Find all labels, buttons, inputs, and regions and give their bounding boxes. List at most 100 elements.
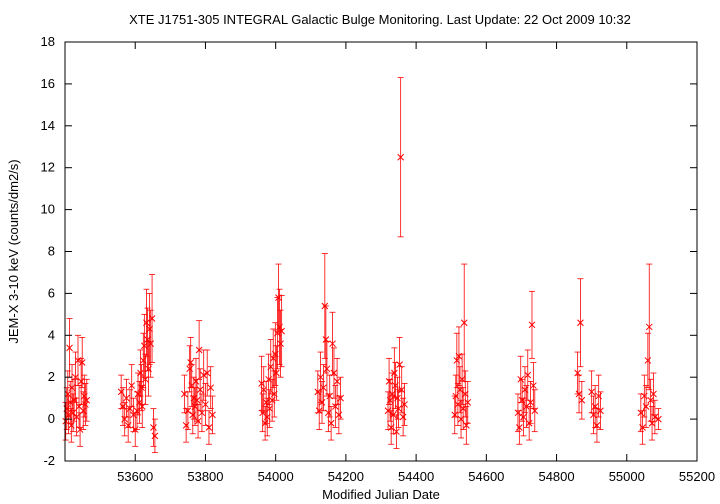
data-point xyxy=(142,353,149,405)
y-tick-label: 12 xyxy=(41,160,55,175)
point-marker xyxy=(83,396,91,404)
data-point xyxy=(527,380,534,424)
point-marker xyxy=(150,424,157,431)
point-marker xyxy=(524,371,532,379)
data-point xyxy=(455,326,463,386)
data-point xyxy=(322,305,330,374)
data-point xyxy=(194,404,202,439)
data-point xyxy=(524,349,532,401)
point-marker xyxy=(315,407,323,415)
data-point xyxy=(464,380,472,424)
data-point xyxy=(209,395,216,435)
data-point xyxy=(327,406,335,441)
data-point xyxy=(393,414,400,449)
data-point xyxy=(83,378,91,422)
point-marker xyxy=(515,424,523,431)
point-marker xyxy=(401,401,408,408)
data-point xyxy=(451,395,459,435)
point-marker xyxy=(337,394,344,402)
data-point xyxy=(639,410,646,445)
data-point xyxy=(76,412,84,447)
data-point xyxy=(260,366,268,414)
data-point xyxy=(150,408,157,447)
y-tick-label: 0 xyxy=(48,411,55,426)
data-point xyxy=(655,408,662,430)
point-marker xyxy=(278,327,285,335)
point-marker xyxy=(72,373,79,381)
x-tick-label: 55000 xyxy=(609,469,645,484)
data-point xyxy=(147,309,155,378)
point-marker xyxy=(461,390,469,398)
data-layer xyxy=(62,77,662,454)
data-point xyxy=(398,366,406,414)
point-marker xyxy=(396,361,403,368)
data-point xyxy=(650,372,657,416)
point-marker xyxy=(577,319,584,327)
data-point xyxy=(207,366,215,410)
point-marker xyxy=(327,419,335,427)
data-point xyxy=(390,347,398,399)
y-tick-label: 18 xyxy=(41,34,55,49)
y-tick-label: 2 xyxy=(48,369,55,384)
point-marker xyxy=(593,422,601,429)
x-axis: 53600 53800 54000 54200 54400 54600 54800 55000… xyxy=(117,42,715,484)
data-point xyxy=(515,410,523,445)
point-marker xyxy=(397,153,405,161)
point-marker xyxy=(329,340,336,348)
point-marker xyxy=(530,382,537,389)
point-marker xyxy=(194,417,202,425)
data-point xyxy=(395,389,402,428)
point-marker xyxy=(262,398,270,406)
data-point xyxy=(394,376,401,420)
data-point xyxy=(597,391,604,430)
plot-frame xyxy=(64,41,698,462)
point-marker xyxy=(591,403,599,410)
data-point xyxy=(651,399,659,435)
point-marker xyxy=(464,398,472,406)
point-marker xyxy=(205,424,213,431)
data-point xyxy=(323,341,331,397)
point-marker xyxy=(200,371,208,379)
data-point xyxy=(82,383,89,426)
point-marker xyxy=(209,411,216,419)
data-point xyxy=(73,397,80,437)
x-tick-label: 54000 xyxy=(258,469,294,484)
data-point xyxy=(642,385,650,428)
point-marker xyxy=(645,323,653,331)
point-marker xyxy=(277,340,284,348)
point-marker xyxy=(323,365,331,373)
data-point xyxy=(520,397,527,437)
data-point xyxy=(645,263,653,391)
y-tick-label: 8 xyxy=(48,244,55,259)
point-marker xyxy=(597,407,604,415)
data-point xyxy=(273,345,280,401)
data-point xyxy=(72,351,79,403)
point-marker xyxy=(133,407,141,415)
point-marker xyxy=(187,359,195,366)
point-marker xyxy=(134,390,142,398)
data-point xyxy=(648,406,656,441)
x-tick-label: 54800 xyxy=(538,469,574,484)
data-point xyxy=(181,374,188,414)
x-tick-label: 54600 xyxy=(468,469,504,484)
point-marker xyxy=(76,426,84,433)
data-point xyxy=(205,410,213,445)
point-marker xyxy=(207,384,215,392)
data-point xyxy=(317,351,324,403)
data-point xyxy=(277,309,284,378)
point-marker xyxy=(78,359,86,366)
point-marker xyxy=(198,409,206,417)
x-tick-label: 53800 xyxy=(187,469,223,484)
point-marker xyxy=(395,405,402,412)
data-point xyxy=(460,263,468,382)
point-marker xyxy=(196,386,204,394)
point-marker xyxy=(123,394,130,402)
x-tick-label: 55200 xyxy=(679,469,715,484)
point-marker xyxy=(651,413,659,421)
data-point xyxy=(588,370,596,414)
point-marker xyxy=(399,413,407,421)
x-tick-label: 54400 xyxy=(398,469,434,484)
data-point xyxy=(80,374,88,418)
y-tick-label: 16 xyxy=(41,76,55,91)
